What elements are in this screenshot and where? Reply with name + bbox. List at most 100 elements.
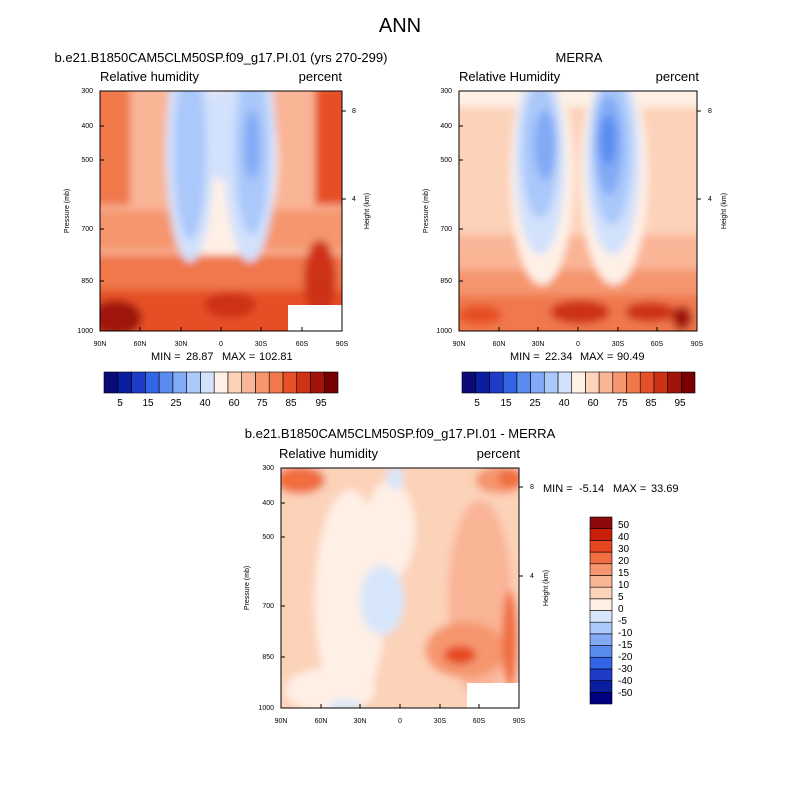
y-tick-label: 700	[81, 226, 93, 233]
colorbar-swatch	[589, 621, 613, 635]
colorbar-swatch	[589, 668, 613, 681]
colorbar-swatch	[626, 371, 641, 394]
colorbar-swatch	[571, 371, 586, 394]
x-tick-label: 90S	[513, 718, 526, 725]
colorbar-label: 85	[645, 398, 657, 409]
colorbar-label: 15	[618, 568, 630, 579]
max-value: 102.81	[259, 351, 293, 363]
colorbar-label: 75	[616, 398, 628, 409]
panel-model: b.e21.B1850CAM5CLM50SP.f09_g17.PI.01 (yr…	[55, 50, 388, 409]
height-axis-label: Height (km)	[721, 193, 728, 229]
x-tick-label: 90N	[275, 718, 288, 725]
colorbar-swatch	[117, 371, 132, 394]
height-axis-label: Height (km)	[543, 570, 550, 606]
colorbar-swatch	[213, 371, 229, 394]
colorbar-label: 40	[618, 532, 630, 543]
colorbar-swatch	[589, 680, 613, 693]
min-max-stats: MIN = -5.14 MAX = 33.69	[543, 483, 679, 495]
colorbar-swatch	[639, 371, 655, 394]
colorbar-label: -5	[618, 616, 627, 627]
colorbar-swatch	[589, 610, 613, 623]
contour-field	[459, 91, 697, 331]
x-tick-label: 0	[398, 718, 402, 725]
panel-difference: b.e21.B1850CAM5CLM50SP.f09_g17.PI.01 - M…	[244, 426, 679, 725]
panel-title: b.e21.B1850CAM5CLM50SP.f09_g17.PI.01 - M…	[245, 426, 556, 441]
colorbar-label: 25	[529, 398, 541, 409]
x-tick-label: 30N	[175, 341, 188, 348]
x-axis-ticks: 90N 60N 30N 0 30S 60S 90S	[275, 704, 526, 725]
min-value: 28.87	[186, 351, 214, 363]
min-label: MIN =	[151, 351, 181, 363]
colorbar-swatch	[461, 371, 477, 394]
x-tick-label: 90N	[94, 341, 107, 348]
y-axis-label: Pressure (mb)	[423, 189, 430, 233]
x-tick-label: 60S	[296, 341, 309, 348]
colorbar-swatch	[612, 371, 627, 394]
min-label: MIN =	[510, 351, 540, 363]
y-tick-label: 700	[262, 603, 274, 610]
x-tick-label: 60S	[473, 718, 486, 725]
colorbar-swatch	[589, 551, 613, 565]
colorbar-swatch	[310, 371, 325, 394]
colorbar-swatch	[103, 371, 119, 394]
min-max-stats: MIN = 28.87 MAX = 102.81	[151, 351, 293, 363]
y-tick-label: 500	[440, 157, 452, 164]
y-axis-ticks: 300 400 500 700 850 1000	[258, 465, 285, 712]
min-value: 22.34	[545, 351, 573, 363]
max-label: MAX =	[613, 483, 646, 495]
colorbar-swatch	[557, 371, 572, 394]
y-tick-label: 1000	[436, 328, 452, 335]
colorbar-swatch	[131, 371, 146, 394]
y-tick-label: 850	[440, 278, 452, 285]
colorbar-swatch	[680, 371, 696, 394]
y-tick-label: 300	[81, 88, 93, 95]
colorbar-label: -40	[618, 676, 633, 687]
colorbar-swatch	[282, 371, 298, 394]
variable-label: Relative humidity	[100, 69, 199, 84]
colorbar-label: 30	[618, 544, 630, 555]
height-tick-label: 8	[530, 484, 534, 491]
colorbar-label: 5	[474, 398, 480, 409]
height-tick-label: 8	[708, 108, 712, 115]
colorbar-label: 15	[500, 398, 512, 409]
x-tick-label: 30N	[532, 341, 545, 348]
y-tick-label: 500	[81, 157, 93, 164]
colorbar-label: 50	[618, 520, 630, 531]
x-tick-label: 30S	[612, 341, 625, 348]
y-tick-label: 400	[440, 123, 452, 130]
colorbar-label: 95	[674, 398, 686, 409]
y-tick-label: 500	[262, 534, 274, 541]
colorbar-swatch	[241, 371, 256, 394]
colorbar-swatch	[475, 371, 490, 394]
y-axis-ticks: 300 400 500 700 850 1000	[77, 88, 104, 335]
max-value: 90.49	[617, 351, 645, 363]
x-tick-label: 60N	[493, 341, 506, 348]
x-tick-label: 90S	[336, 341, 349, 348]
panel-title: b.e21.B1850CAM5CLM50SP.f09_g17.PI.01 (yr…	[55, 50, 388, 65]
colorbar-swatch	[589, 528, 613, 541]
y-tick-label: 300	[262, 465, 274, 472]
x-axis-ticks: 90N 60N 30N 0 30S 60S 90S	[94, 327, 349, 348]
colorbar-swatch	[186, 371, 201, 394]
colorbar-label: 75	[256, 398, 268, 409]
colorbar-swatch	[323, 371, 339, 394]
y-axis-label: Pressure (mb)	[64, 189, 71, 233]
colorbar-swatch	[516, 371, 531, 394]
x-tick-label: 90S	[691, 341, 704, 348]
colorbar-swatch	[589, 633, 613, 646]
min-label: MIN =	[543, 483, 573, 495]
colorbar-swatch	[589, 516, 613, 529]
colorbar-label: 5	[618, 592, 624, 603]
colorbar-swatch	[172, 371, 187, 394]
x-tick-label: 30S	[255, 341, 268, 348]
height-axis: 8 4 Height (km)	[342, 108, 371, 229]
colorbar-swatch	[598, 371, 614, 394]
x-axis-ticks: 90N 60N 30N 0 30S 60S 90S	[453, 327, 704, 348]
y-tick-label: 700	[440, 226, 452, 233]
colorbar-swatch	[589, 656, 613, 670]
panel-merra: MERRA Relative Humidity percent	[423, 50, 728, 409]
colorbar-label: 0	[618, 604, 624, 615]
y-axis-ticks: 300 400 500 700 850 1000	[436, 88, 463, 335]
colorbar-swatch	[158, 371, 174, 394]
